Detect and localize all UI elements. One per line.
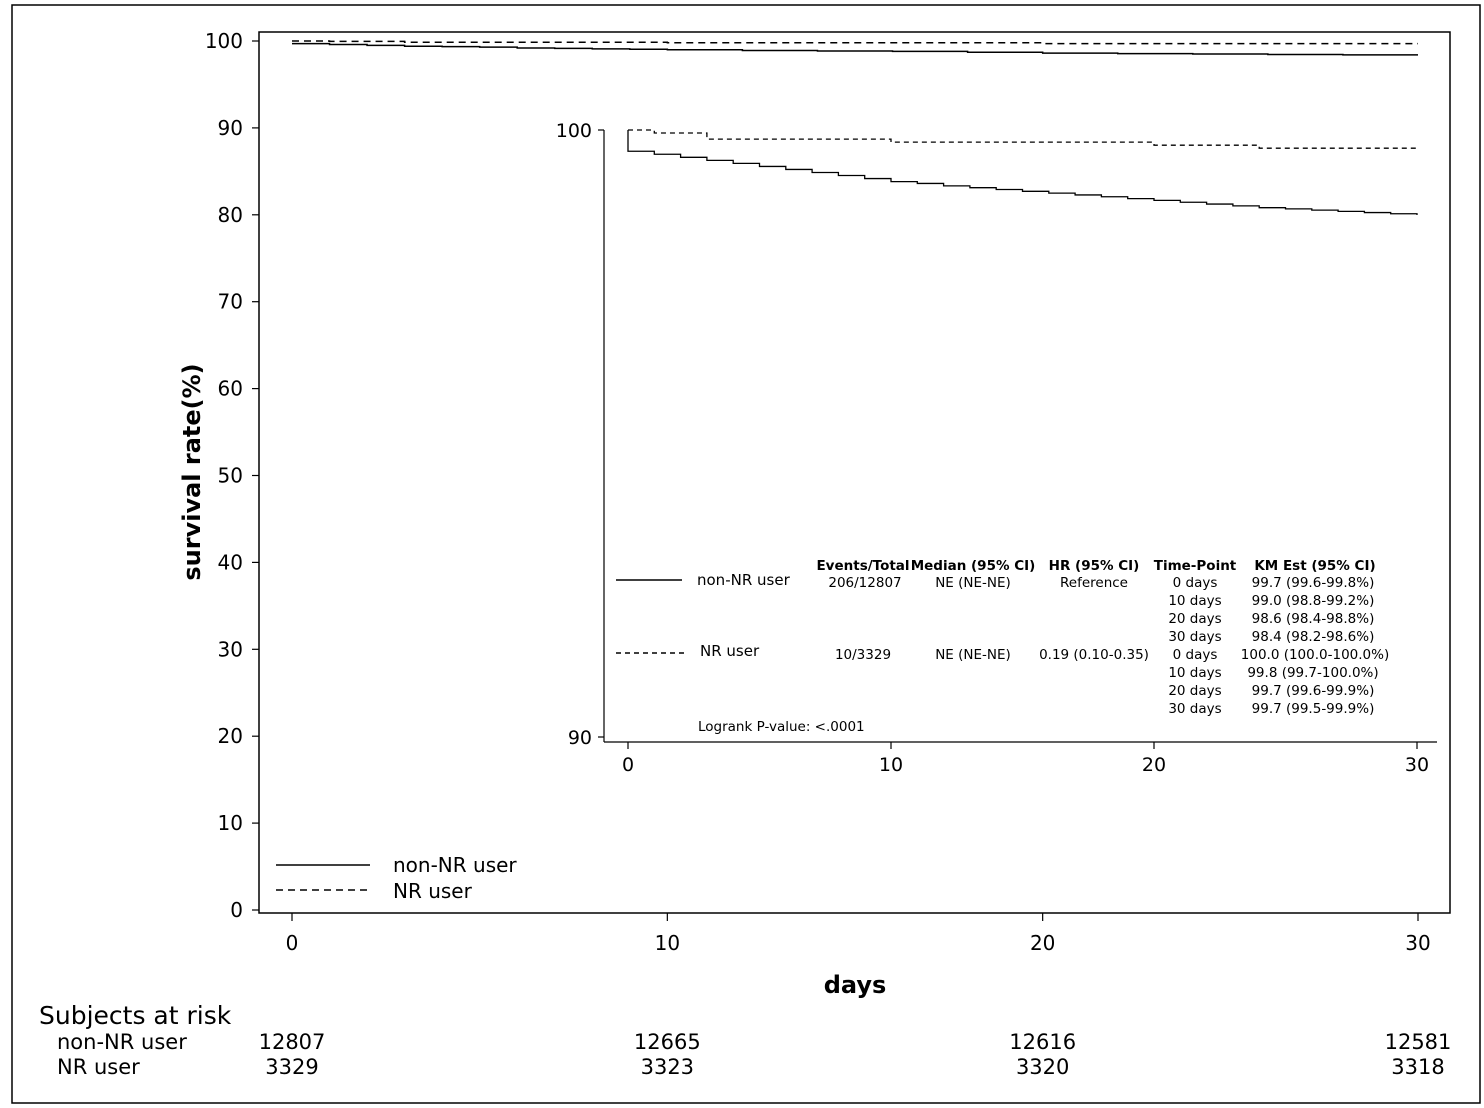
risk-value: 12581	[1385, 1030, 1452, 1054]
main-x-axis: 0 10 20 30	[286, 913, 1431, 955]
main-x-tick-label: 20	[1030, 931, 1055, 955]
inset-x-tick-label: 20	[1142, 754, 1166, 776]
stats-km-nr-0: 100.0 (100.0-100.0%)	[1241, 647, 1389, 663]
risk-table-title: Subjects at risk	[39, 1001, 232, 1030]
risk-value: 3329	[265, 1055, 318, 1079]
legend-label-nr: NR user	[393, 879, 473, 903]
inset-y-tick-label: 90	[568, 727, 592, 749]
stats-median-nr: NE (NE-NE)	[935, 647, 1011, 663]
stats-km-nr-3: 99.7 (99.5-99.9%)	[1252, 701, 1375, 717]
risk-table: Subjects at risk non-NR user NR user 128…	[39, 1001, 1451, 1079]
stats-tp-non-nr-3: 30 days	[1168, 629, 1221, 645]
stats-hr-nr: 0.19 (0.10-0.35)	[1039, 647, 1149, 663]
legend-label-non-nr: non-NR user	[393, 853, 517, 877]
stats-km-non-nr-3: 98.4 (98.2-98.6%)	[1252, 629, 1375, 645]
stats-tp-non-nr-0: 0 days	[1173, 575, 1218, 591]
stats-median-non-nr: NE (NE-NE)	[935, 575, 1011, 591]
inset-y-axis: 90 100	[556, 120, 604, 749]
main-y-tick-label: 0	[230, 898, 243, 922]
main-x-tick-label: 30	[1405, 931, 1430, 955]
inset-series-line-non-nr	[627, 130, 1418, 215]
stats-tp-non-nr-1: 10 days	[1168, 593, 1221, 609]
stats-tp-nr-0: 0 days	[1173, 647, 1218, 663]
inset-y-tick-label: 100	[556, 120, 592, 142]
stats-tp-nr-2: 20 days	[1168, 683, 1221, 699]
main-series-line-non-nr	[292, 42, 1418, 56]
main-y-tick-label: 40	[218, 550, 243, 574]
risk-value: 3323	[641, 1055, 694, 1079]
stats-header-hr: HR (95% CI)	[1049, 558, 1140, 574]
stats-km-non-nr-2: 98.6 (98.4-98.8%)	[1252, 611, 1375, 627]
main-legend: non-NR user NR user	[276, 853, 517, 903]
main-y-axis: 0 10 20 30 40 50 60 70 80 90 100	[205, 29, 259, 922]
risk-value: 12665	[634, 1030, 701, 1054]
stats-header-timepoint: Time-Point	[1154, 558, 1237, 574]
inset-x-tick-label: 30	[1405, 754, 1429, 776]
inset-x-axis: 0 10 20 30	[622, 742, 1429, 776]
stats-km-non-nr-1: 99.0 (98.8-99.2%)	[1252, 593, 1375, 609]
stats-tp-nr-3: 30 days	[1168, 701, 1221, 717]
main-y-tick-label: 80	[218, 203, 243, 227]
stats-km-nr-2: 99.7 (99.6-99.9%)	[1252, 683, 1375, 699]
risk-values: 12807 12665 12616 12581 3329 3323 3320 3318	[259, 1030, 1452, 1079]
main-x-tick-label: 10	[655, 931, 680, 955]
stats-km-non-nr-0: 99.7 (99.6-99.8%)	[1252, 575, 1375, 591]
stats-events-nr: 10/3329	[835, 647, 891, 663]
inset-x-tick-label: 10	[879, 754, 903, 776]
stats-header-events: Events/Total	[816, 558, 909, 574]
stats-group-non-nr: non-NR user	[697, 571, 791, 589]
main-y-tick-label: 50	[218, 464, 243, 488]
main-plot-frame	[258, 31, 1451, 914]
inset-plot-series	[627, 129, 1418, 215]
main-y-tick-label: 70	[218, 290, 243, 314]
main-y-tick-label: 20	[218, 724, 243, 748]
risk-value: 12616	[1009, 1030, 1076, 1054]
main-y-axis-title: survival rate(%)	[178, 363, 206, 580]
stats-km-nr-1: 99.8 (99.7-100.0%)	[1247, 665, 1378, 681]
inset-x-tick-label: 0	[622, 754, 634, 776]
main-y-tick-label: 10	[218, 811, 243, 835]
stats-header-km: KM Est (95% CI)	[1254, 558, 1375, 574]
figure-frame	[11, 4, 1481, 1104]
stats-tp-nr-1: 10 days	[1168, 665, 1221, 681]
main-x-tick-label: 0	[286, 931, 299, 955]
inset-stats-table: Events/Total Median (95% CI) HR (95% CI)…	[616, 558, 1389, 735]
risk-value: 3318	[1391, 1055, 1444, 1079]
main-x-axis-title: days	[824, 971, 887, 999]
main-plot-series	[292, 40, 1418, 56]
risk-value: 12807	[259, 1030, 326, 1054]
main-y-tick-label: 100	[205, 29, 243, 53]
main-y-tick-label: 60	[218, 377, 243, 401]
stats-events-non-nr: 206/12807	[828, 575, 901, 591]
risk-row-label-non-nr: non-NR user	[57, 1030, 187, 1054]
risk-value: 3320	[1016, 1055, 1069, 1079]
stats-group-nr: NR user	[700, 642, 760, 660]
main-series-line-nr	[292, 40, 1418, 45]
inset-series-line-nr	[628, 129, 1418, 150]
stats-hr-non-nr: Reference	[1060, 575, 1128, 591]
main-y-tick-label: 30	[218, 637, 243, 661]
stats-logrank: Logrank P-value: <.0001	[698, 719, 865, 735]
stats-tp-non-nr-2: 20 days	[1168, 611, 1221, 627]
stats-header-median: Median (95% CI)	[911, 558, 1036, 574]
inset-plot: 90 100 0 10 20 30 Events/Total Median (95% C…	[556, 120, 1437, 776]
risk-row-label-nr: NR user	[57, 1055, 140, 1079]
main-y-tick-label: 90	[218, 116, 243, 140]
